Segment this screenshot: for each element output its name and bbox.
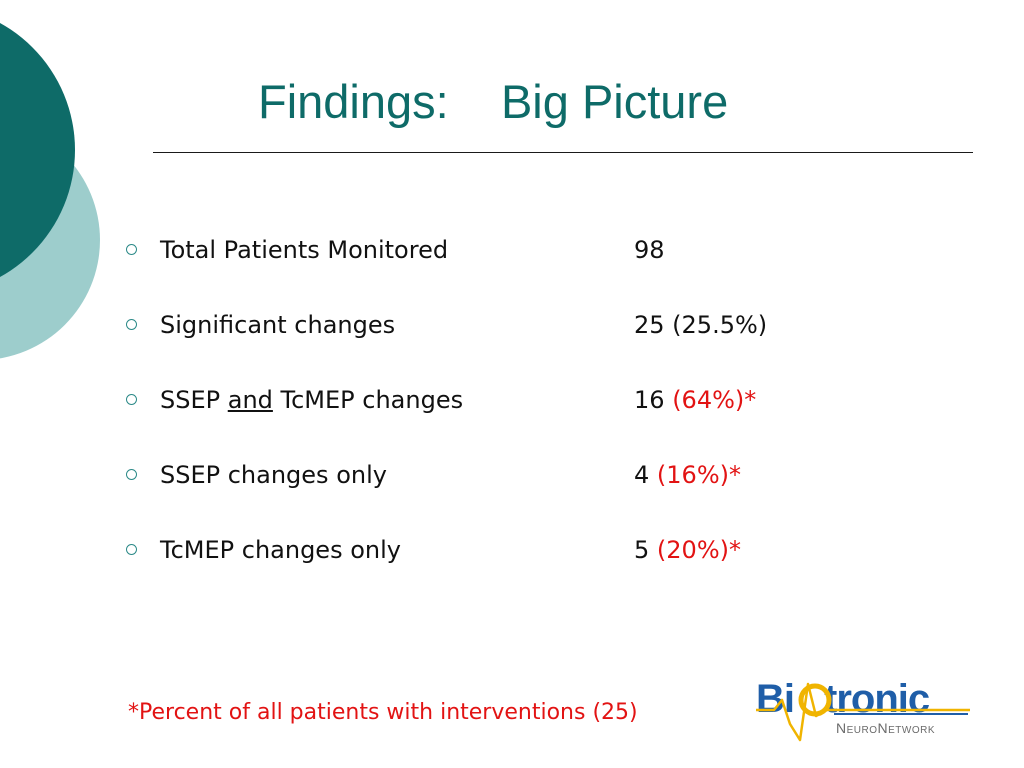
bullet-circle-icon: [126, 319, 137, 330]
label-part: SSEP: [160, 386, 228, 414]
bullet-circle-icon: [126, 469, 137, 480]
value-percent: (20%)*: [656, 536, 741, 564]
item-label: TcMEP changes only: [160, 536, 401, 564]
value-percent: (64%)*: [672, 386, 757, 414]
biotronic-logo: Bi tronic NeuroNetwork: [756, 676, 970, 748]
logo-part-bi: Bi: [756, 677, 795, 721]
item-label: Total Patients Monitored: [160, 236, 449, 264]
waveform-icon: [756, 682, 970, 742]
value-count: 16: [634, 386, 665, 414]
value-count: 4: [634, 461, 650, 489]
dark-teal-circle: [0, 23, 75, 277]
item-value: 16 (64%)*: [634, 380, 756, 420]
value-count: 5: [634, 536, 650, 564]
footnote: *Percent of all patients with interventi…: [128, 700, 638, 725]
logo-tagline: NeuroNetwork: [836, 720, 935, 736]
value-percent: (16%)*: [656, 461, 741, 489]
item-value: 5 (20%)*: [634, 530, 741, 570]
label-underlined: and: [227, 386, 273, 414]
item-value: 25 (25.5%): [634, 311, 768, 339]
corner-decoration: [0, 23, 100, 359]
bullet-circle-icon: [126, 394, 137, 405]
title-right: Big Picture: [500, 75, 729, 128]
list-item: SSEP changes only 4 (16%)*: [120, 455, 840, 530]
logo-wave-line: [756, 682, 970, 742]
list-item: SSEP and TcMEP changes 16 (64%)*: [120, 380, 840, 455]
item-value: 98: [634, 236, 665, 264]
title-left: Findings:: [258, 75, 449, 128]
list-item: TcMEP changes only 5 (20%)*: [120, 530, 840, 605]
slide-title: Findings: Big Picture: [258, 72, 728, 132]
label-part: TcMEP changes: [272, 386, 464, 414]
list-item: Total Patients Monitored 98: [120, 230, 840, 305]
item-value: 4 (16%)*: [634, 455, 741, 495]
bullet-circle-icon: [126, 544, 137, 555]
item-label: Significant changes: [160, 311, 396, 339]
title-divider: [153, 152, 973, 153]
item-label: SSEP changes only: [160, 461, 387, 489]
item-label: SSEP and TcMEP changes: [160, 380, 463, 420]
list-item: Significant changes 25 (25.5%): [120, 305, 840, 380]
findings-list: Total Patients Monitored 98 Significant …: [120, 230, 840, 605]
bullet-circle-icon: [126, 244, 137, 255]
